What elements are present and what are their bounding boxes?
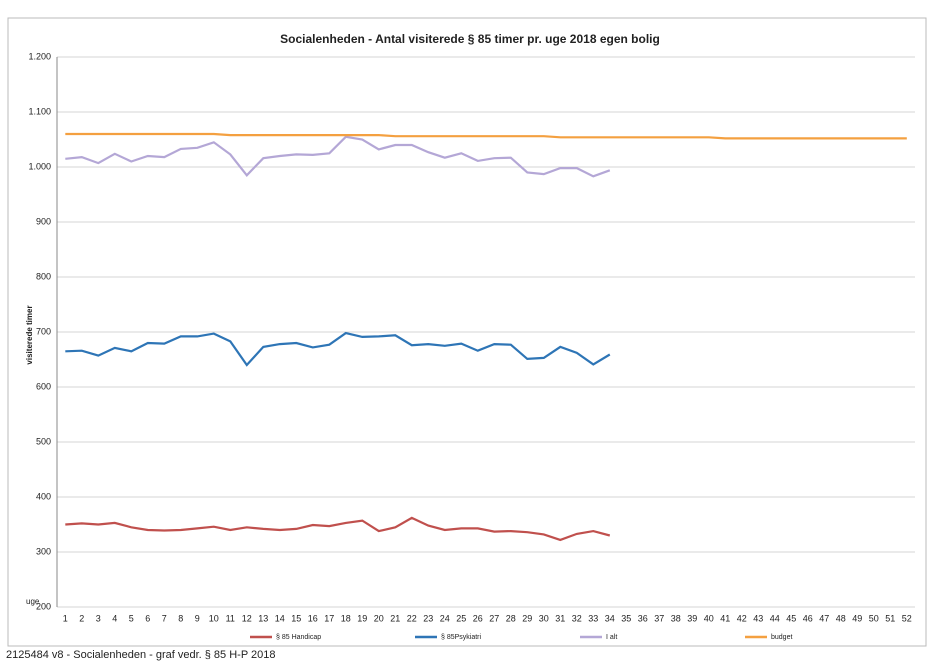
- x-tick-label: 19: [357, 613, 367, 623]
- x-tick-label: 43: [753, 613, 763, 623]
- x-tick-label: 10: [209, 613, 219, 623]
- x-tick-label: 20: [374, 613, 384, 623]
- x-tick-label: 23: [423, 613, 433, 623]
- x-tick-label: 45: [786, 613, 796, 623]
- x-tick-label: 38: [671, 613, 681, 623]
- y-tick-label: 600: [36, 381, 51, 391]
- y-tick-label: 300: [36, 546, 51, 556]
- series-line: [65, 516, 611, 542]
- x-tick-label: 13: [258, 613, 268, 623]
- x-tick-label: 33: [588, 613, 598, 623]
- y-tick-label: 400: [36, 491, 51, 501]
- y-tick-label: 900: [36, 216, 51, 226]
- chart-title: Socialenheden - Antal visiterede § 85 ti…: [280, 32, 660, 46]
- x-tick-label: 32: [572, 613, 582, 623]
- y-tick-label: 1.200: [28, 51, 51, 61]
- chart-border: [7, 17, 927, 647]
- x-tick-label: 48: [836, 613, 846, 623]
- x-tick-label: 49: [852, 613, 862, 623]
- x-tick-label: 24: [440, 613, 450, 623]
- x-tick-label: 51: [885, 613, 895, 623]
- x-tick-label: 30: [539, 613, 549, 623]
- x-tick-label: 28: [506, 613, 516, 623]
- y-axis-label: visiterede timer: [25, 305, 34, 364]
- x-tick-label: 42: [737, 613, 747, 623]
- x-tick-label: 37: [654, 613, 664, 623]
- x-tick-label: 11: [226, 613, 235, 623]
- x-tick-label: 12: [242, 613, 252, 623]
- x-tick-label: 52: [902, 613, 912, 623]
- x-tick-label: 47: [819, 613, 829, 623]
- footer: 2125484 v8 - Socialenheden - graf vedr. …: [6, 649, 275, 661]
- x-tick-label: 22: [407, 613, 417, 623]
- x-tick-label: 21: [390, 613, 400, 623]
- y-tick-label: 700: [36, 326, 51, 336]
- x-tick-label: 14: [275, 613, 285, 623]
- x-tick-label: 17: [324, 613, 334, 623]
- legend-label: § 85 Handicap: [276, 634, 321, 641]
- x-tick-label: 26: [473, 613, 483, 623]
- y-tick-label: 1.000: [28, 161, 51, 171]
- legend-label: § 85Psykiatri: [441, 634, 482, 641]
- x-tick-label: 4: [112, 613, 117, 623]
- x-tick-label: 25: [456, 613, 466, 623]
- x-tick-label: 2: [79, 613, 84, 623]
- x-tick-label: 36: [638, 613, 648, 623]
- series-line: [65, 331, 611, 367]
- y-tick-label: 200: [36, 601, 51, 611]
- x-tick-label: 7: [162, 613, 167, 623]
- x-tick-label: 27: [489, 613, 499, 623]
- x-tick-label: 18: [341, 613, 351, 623]
- x-tick-label: 50: [869, 613, 879, 623]
- y-tick-label: 800: [36, 271, 51, 281]
- legend-label: I alt: [606, 634, 617, 641]
- y-tick-label: 500: [36, 436, 51, 446]
- x-tick-label: 29: [522, 613, 532, 623]
- x-tick-label: 35: [621, 613, 631, 623]
- y-tick-label: 1.100: [28, 106, 51, 116]
- series-line: [65, 132, 907, 140]
- x-tick-label: 8: [178, 613, 183, 623]
- x-tick-label: 41: [720, 613, 730, 623]
- x-tick-label: 16: [308, 613, 318, 623]
- legend-label: budget: [771, 634, 792, 641]
- x-tick-label: 1: [63, 613, 68, 623]
- x-tick-label: 44: [770, 613, 780, 623]
- x-tick-label: 3: [96, 613, 101, 623]
- series-line: [65, 135, 611, 178]
- x-tick-label: 6: [145, 613, 150, 623]
- x-tick-label: 39: [687, 613, 697, 623]
- x-tick-label: 15: [291, 613, 301, 623]
- x-axis-label: uge: [26, 597, 40, 606]
- x-tick-label: 9: [195, 613, 200, 623]
- x-tick-label: 31: [555, 613, 565, 623]
- x-tick-label: 40: [704, 613, 714, 623]
- x-tick-label: 46: [803, 613, 813, 623]
- x-tick-label: 34: [605, 613, 615, 623]
- x-tick-label: 5: [129, 613, 134, 623]
